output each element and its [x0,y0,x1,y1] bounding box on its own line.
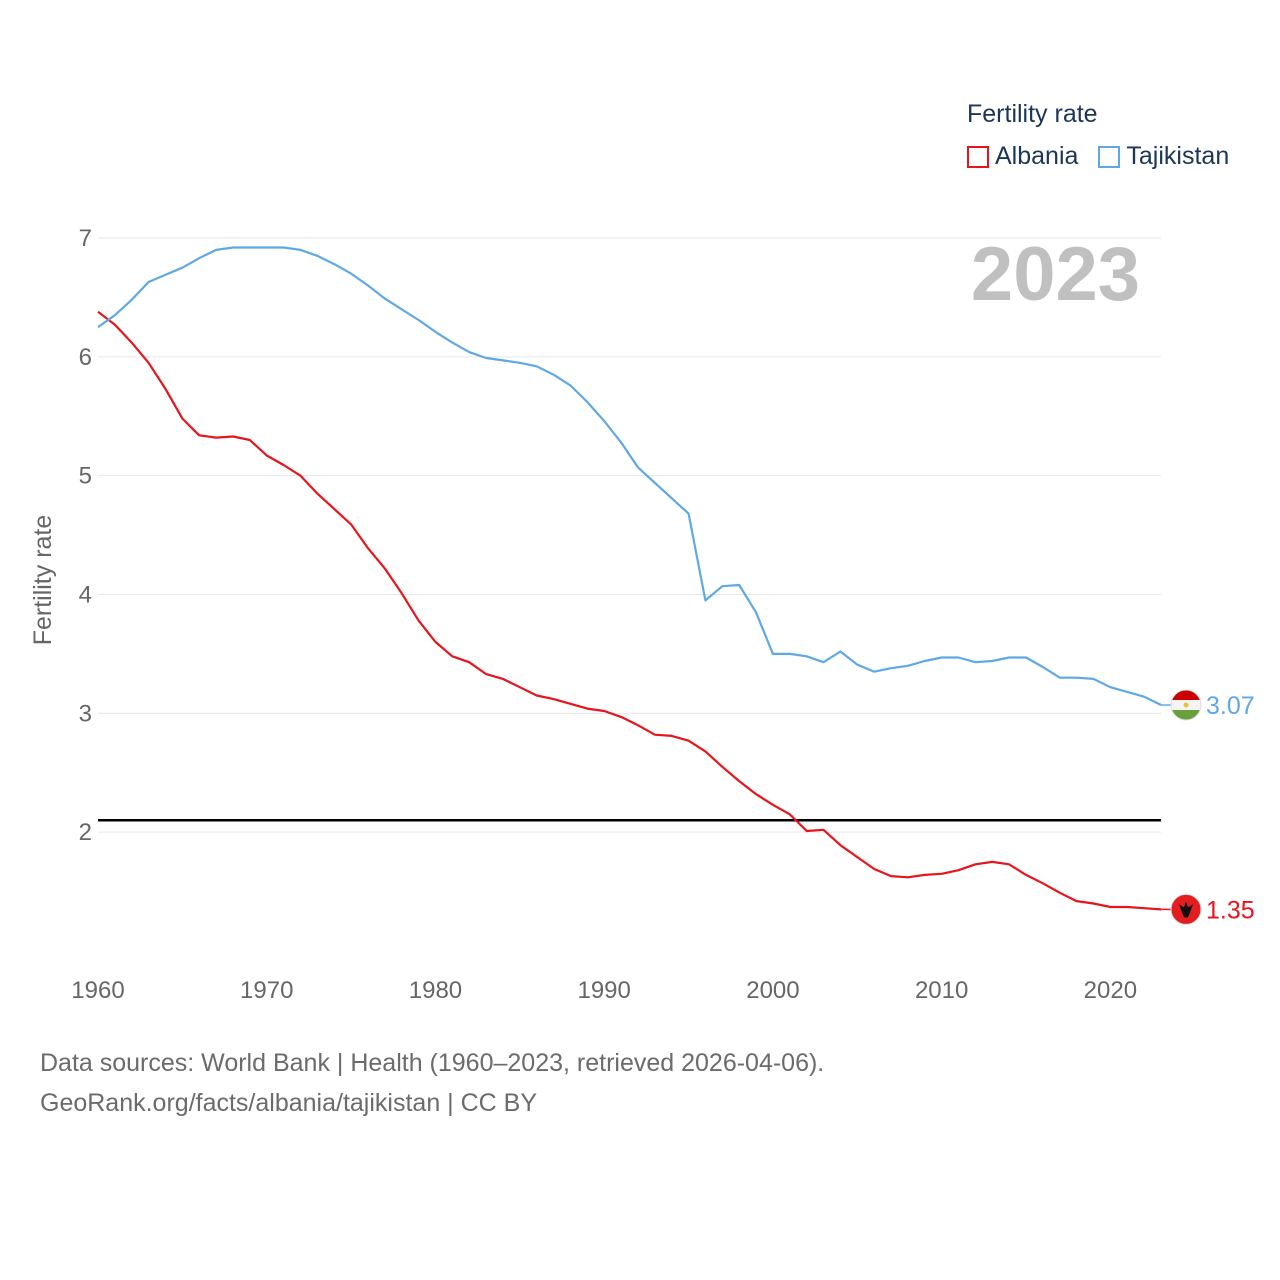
y-tick-2: 2 [79,819,92,846]
x-tick-2000: 2000 [746,977,799,1004]
y-gridlines [98,237,1161,833]
legend-label-tajikistan: Tajikistan [1126,142,1230,170]
legend-item-tajikistan[interactable]: Tajikistan [1098,142,1229,171]
x-tick-2020: 2020 [1084,977,1137,1004]
y-tick-6: 6 [79,344,92,371]
source-line-2: GeoRank.org/facts/albania/tajikistan | C… [40,1089,538,1117]
source-line-1: Data sources: World Bank | Health (1960–… [40,1049,825,1077]
y-tick-5: 5 [79,463,92,490]
series-line-albania [97,310,1162,911]
end-label-tajikistan: 3.07 [1206,692,1255,720]
x-tick-1970: 1970 [240,977,293,1004]
end-markers: 1.35 3.07 [1161,689,1255,925]
legend-swatch-albania [967,145,989,168]
flag-tajikistan-icon [1170,689,1202,721]
y-tick-7: 7 [79,225,92,252]
legend-item-albania[interactable]: Albania [967,142,1078,171]
y-tick-3: 3 [79,700,92,727]
flag-albania-icon [1170,893,1202,925]
x-tick-labels: 1960 1970 1980 1990 2000 2010 2020 [71,977,1137,1004]
legend-swatch-tajikistan [1098,145,1121,168]
legend-label-albania: Albania [995,142,1079,170]
x-tick-1990: 1990 [577,977,630,1004]
legend: Albania Tajikistan [967,142,1229,171]
end-label-albania: 1.35 [1206,896,1255,924]
x-tick-1980: 1980 [409,977,462,1004]
legend-title: Fertility rate [967,100,1098,128]
y-tick-4: 4 [79,582,92,609]
current-year-label: 2023 [971,232,1140,317]
y-axis-label: Fertility rate [29,515,57,646]
x-tick-1960: 1960 [71,977,124,1004]
series-line-tajikistan [97,246,1162,706]
y-tick-labels: 2 3 4 5 6 7 [79,225,92,846]
series-lines [97,246,1162,911]
data-source-note: Data sources: World Bank | Health (1960–… [40,1043,824,1123]
x-tick-2010: 2010 [915,977,968,1004]
